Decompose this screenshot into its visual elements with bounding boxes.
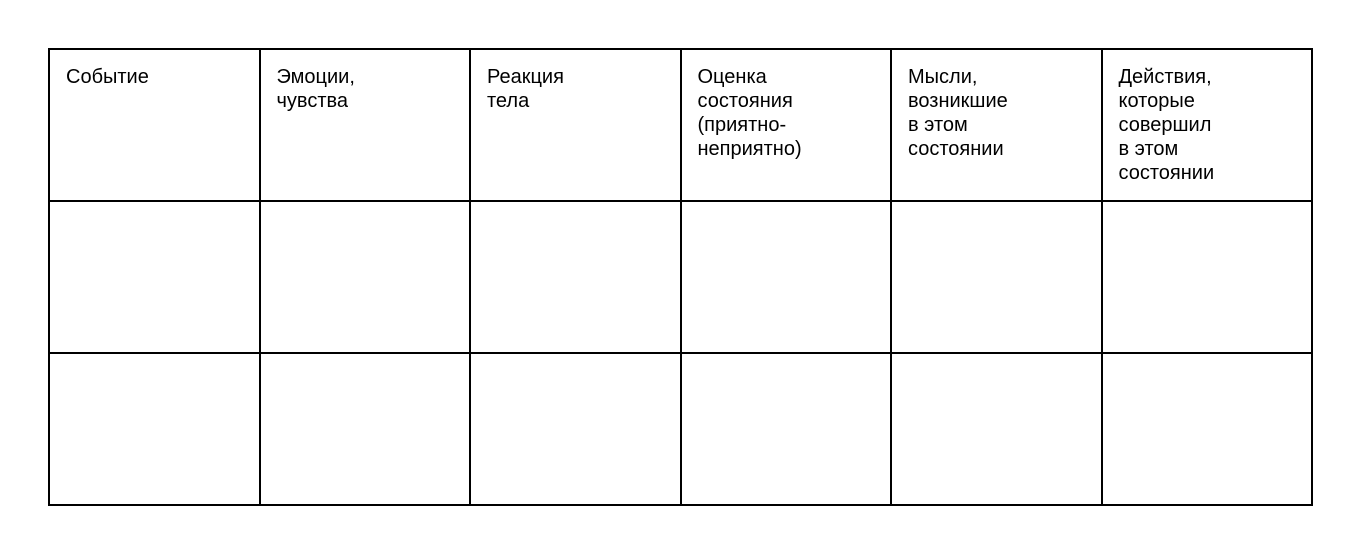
header-emotions: Эмоции, чувства — [258, 48, 471, 202]
table-cell[interactable] — [1100, 200, 1313, 354]
table-cell[interactable] — [469, 200, 682, 354]
table-cell[interactable] — [890, 200, 1103, 354]
header-body-reaction: Реакция тела — [469, 48, 682, 202]
header-row: Событие Эмоции, чувства Реакция тела Оце… — [48, 48, 1313, 202]
table-cell[interactable] — [1100, 352, 1313, 506]
header-thoughts: Мысли, возникшие в этом состоянии — [890, 48, 1103, 202]
header-actions: Действия, которые совершил в этом состоя… — [1100, 48, 1313, 202]
table-row — [48, 352, 1313, 506]
emotion-diary-table: Событие Эмоции, чувства Реакция тела Оце… — [48, 48, 1313, 506]
table-cell[interactable] — [469, 352, 682, 506]
table-cell[interactable] — [258, 352, 471, 506]
table-cell[interactable] — [679, 200, 892, 354]
table-cell[interactable] — [890, 352, 1103, 506]
table-cell[interactable] — [48, 200, 261, 354]
table-row — [48, 200, 1313, 354]
header-state-assessment: Оценка состояния (приятно- неприятно) — [679, 48, 892, 202]
header-event: Событие — [48, 48, 261, 202]
table-cell[interactable] — [258, 200, 471, 354]
table-cell[interactable] — [48, 352, 261, 506]
table-cell[interactable] — [679, 352, 892, 506]
